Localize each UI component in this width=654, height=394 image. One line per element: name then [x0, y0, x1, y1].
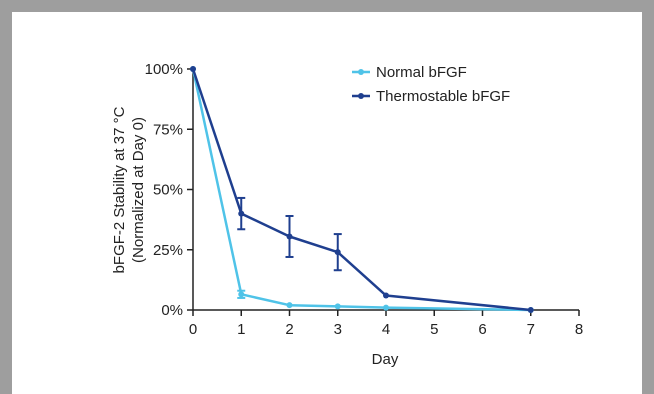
legend-swatch-marker — [358, 93, 364, 99]
y-tick-label: 100% — [145, 61, 183, 78]
y-axis-label-line-2: (Normalized at Day 0) — [130, 117, 147, 263]
series-line — [191, 68, 531, 312]
series-layer — [190, 66, 534, 313]
x-tick-label: 1 — [237, 321, 245, 338]
x-tick-label: 6 — [478, 321, 486, 338]
y-tick-label: 50% — [153, 182, 183, 199]
x-tick-label: 3 — [334, 321, 342, 338]
legend-label: Thermostable bFGF — [376, 88, 510, 105]
data-point — [238, 291, 245, 298]
x-tick-label: 8 — [575, 321, 583, 338]
legend-label: Normal bFGF — [376, 64, 467, 81]
y-axis-label-line-1: bFGF-2 Stability at 37 °C — [111, 106, 128, 273]
y-tick-label: 0% — [161, 302, 183, 319]
x-tick-label: 5 — [430, 321, 438, 338]
series-thermostable-bfgf — [190, 66, 534, 313]
data-point — [383, 292, 389, 299]
data-point — [190, 66, 196, 72]
data-point — [334, 303, 341, 310]
x-tick-label: 0 — [189, 321, 197, 338]
legend: Normal bFGF Thermostable bFGF — [352, 64, 510, 105]
y-tick-label: 75% — [153, 121, 183, 138]
x-tick-label: 7 — [527, 321, 535, 338]
data-point — [383, 304, 389, 311]
y-tick-label: 25% — [153, 242, 183, 259]
x-tick-label: 2 — [285, 321, 293, 338]
x-tick-label: 4 — [382, 321, 390, 338]
series-line — [191, 68, 531, 312]
ticks: 0 1 2 3 4 5 6 7 8 0% 25% 50% 75% 100% — [145, 61, 584, 338]
legend-swatch-marker — [358, 69, 364, 75]
data-point — [286, 302, 293, 309]
x-axis-label: Day — [372, 351, 399, 368]
data-point — [334, 249, 341, 256]
data-point — [527, 307, 534, 313]
data-point — [238, 210, 245, 217]
data-point — [286, 233, 293, 240]
